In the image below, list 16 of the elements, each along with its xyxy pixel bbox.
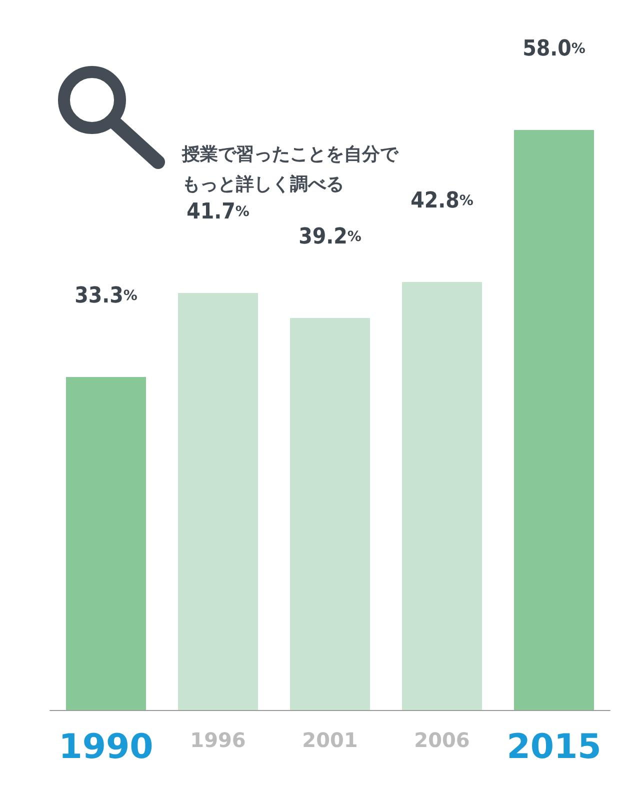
annotation: 授業で習ったことを自分でもっと詳しく調べる <box>182 143 400 197</box>
x-tick-label: 2015 <box>506 727 602 767</box>
bar <box>402 282 482 710</box>
data-label: 41.7% <box>186 200 250 224</box>
x-tick-label: 2006 <box>414 728 470 752</box>
bar <box>514 130 594 710</box>
x-tick-label: 2001 <box>302 728 358 752</box>
data-label: 58.0% <box>522 36 586 62</box>
bar <box>66 377 146 710</box>
x-tick-label: 1990 <box>58 727 154 767</box>
x-tick-label: 1996 <box>190 728 246 752</box>
bar <box>178 293 258 710</box>
data-label: 33.3% <box>74 284 138 308</box>
bar <box>290 318 370 710</box>
data-label: 42.8% <box>410 188 474 214</box>
data-label: 39.2% <box>298 224 362 250</box>
